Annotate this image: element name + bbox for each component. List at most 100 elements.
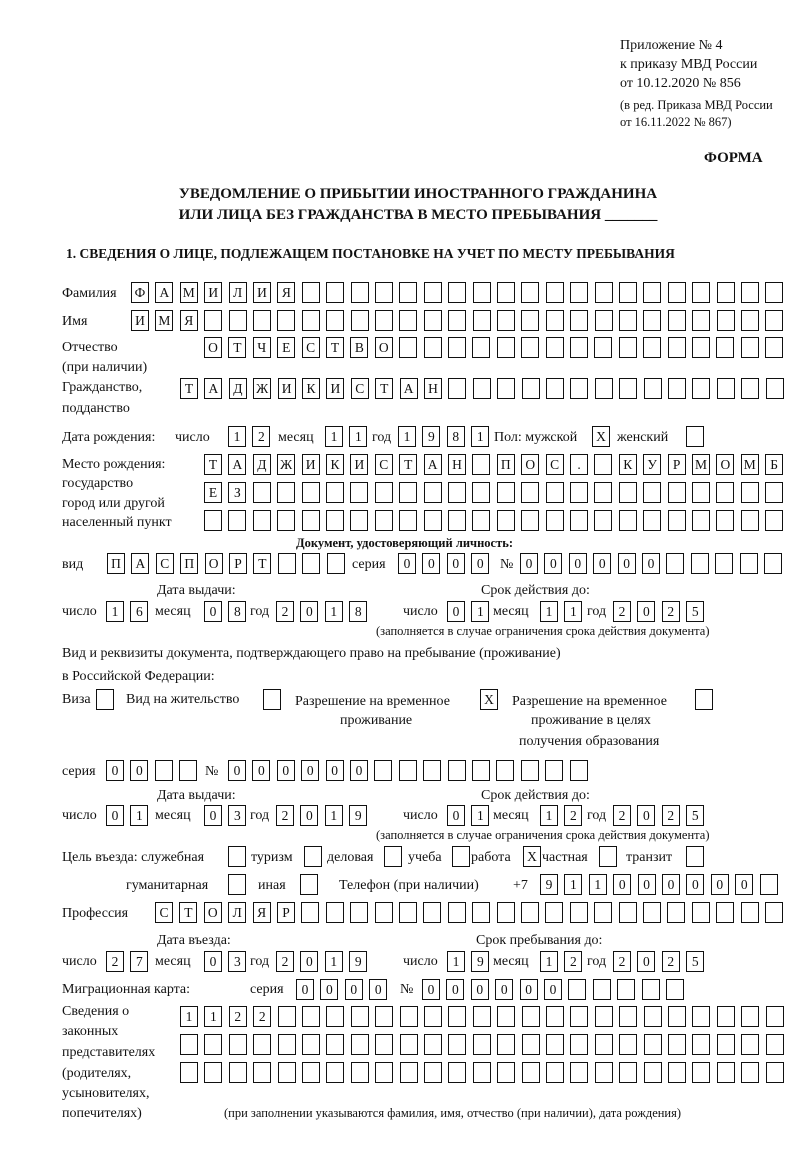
pob-row2-cell[interactable] xyxy=(545,482,564,503)
name-cell[interactable] xyxy=(521,310,540,331)
pob-row1-cell[interactable]: О xyxy=(716,454,735,475)
permit-number-cell[interactable]: 0 xyxy=(301,760,320,781)
reps-row2-cell[interactable] xyxy=(619,1034,638,1055)
reps-row2-cell[interactable] xyxy=(204,1034,223,1055)
mig-number-cell[interactable] xyxy=(666,979,684,1000)
reps-row2-cell[interactable] xyxy=(741,1034,760,1055)
profession-cell[interactable] xyxy=(447,902,466,923)
permit-exp-day-cell[interactable]: 0 xyxy=(447,805,465,826)
reps-row3-cell[interactable] xyxy=(497,1062,516,1083)
citizenship-cell[interactable] xyxy=(643,378,662,399)
doc-number-cell[interactable]: 0 xyxy=(544,553,563,574)
pob-row3-cell[interactable] xyxy=(252,510,271,531)
citizenship-cell[interactable]: А xyxy=(204,378,223,399)
reps-row1-cell[interactable] xyxy=(692,1006,711,1027)
pob-row1-cell[interactable]: С xyxy=(374,454,393,475)
stay-year-cell[interactable]: 2 xyxy=(613,951,631,972)
pob-row1-cell[interactable]: Т xyxy=(204,454,222,475)
pob-row1-cell[interactable]: . xyxy=(570,454,588,475)
reps-row3-cell[interactable] xyxy=(643,1062,662,1083)
dob-year-cell[interactable]: 8 xyxy=(446,426,465,447)
surname-cell[interactable]: Я xyxy=(277,282,296,303)
pob-row1-cell[interactable]: О xyxy=(521,454,540,475)
permit-exp-year-cell[interactable]: 2 xyxy=(661,805,680,826)
stay-year-cell[interactable]: 0 xyxy=(637,951,656,972)
doc-issue-year-cell[interactable]: 1 xyxy=(324,601,343,622)
reps-row3-cell[interactable] xyxy=(472,1062,491,1083)
stay-month-cell[interactable]: 1 xyxy=(540,951,558,972)
permit-number-cell[interactable]: 0 xyxy=(276,760,295,781)
reps-row3-cell[interactable] xyxy=(619,1062,638,1083)
pob-row1-cell[interactable]: Р xyxy=(667,454,686,475)
pob-row2-cell[interactable] xyxy=(301,482,320,503)
reps-row3-cell[interactable] xyxy=(716,1062,735,1083)
pob-row3-cell[interactable] xyxy=(301,510,320,531)
reps-row3-cell[interactable] xyxy=(570,1062,589,1083)
mig-number-cell[interactable]: 0 xyxy=(519,979,538,1000)
reps-row2-cell[interactable] xyxy=(643,1034,662,1055)
doc-number-cell[interactable] xyxy=(764,553,782,574)
citizenship-cell[interactable]: Ж xyxy=(253,378,272,399)
permit-issue-year-cell[interactable]: 1 xyxy=(324,805,343,826)
mig-number-cell[interactable]: 0 xyxy=(446,979,465,1000)
reps-row1-cell[interactable] xyxy=(619,1006,638,1027)
pob-row1-cell[interactable]: М xyxy=(692,454,710,475)
permit-number-cell[interactable] xyxy=(496,760,515,781)
phone-cell[interactable]: 0 xyxy=(613,874,632,895)
patronymic-cell[interactable] xyxy=(423,337,442,358)
pob-row2-cell[interactable] xyxy=(423,482,442,503)
pob-row2-cell[interactable] xyxy=(594,482,613,503)
citizenship-cell[interactable]: Т xyxy=(375,378,394,399)
entry-year-cell[interactable]: 9 xyxy=(349,951,368,972)
reps-row1-cell[interactable]: 2 xyxy=(228,1006,247,1027)
pob-row2-cell[interactable]: З xyxy=(228,482,247,503)
citizenship-cell[interactable]: Н xyxy=(424,378,442,399)
citizenship-cell[interactable]: И xyxy=(326,378,345,399)
surname-cell[interactable] xyxy=(570,282,589,303)
pob-row3-cell[interactable] xyxy=(618,510,637,531)
citizenship-cell[interactable] xyxy=(668,378,686,399)
entry-month-cell[interactable]: 0 xyxy=(204,951,222,972)
doc-exp-year-cell[interactable]: 2 xyxy=(613,601,631,622)
permit-number-cell[interactable] xyxy=(398,760,417,781)
permit-series-cell[interactable] xyxy=(154,760,173,781)
citizenship-cell[interactable]: Т xyxy=(180,378,198,399)
permit-issue-year-cell[interactable]: 9 xyxy=(349,805,368,826)
phone-cell[interactable]: 9 xyxy=(540,874,558,895)
profession-cell[interactable] xyxy=(594,902,613,923)
sex-female-cell[interactable] xyxy=(686,426,704,447)
reps-row2-cell[interactable] xyxy=(302,1034,320,1055)
pob-row3-cell[interactable] xyxy=(765,510,784,531)
reps-row2-cell[interactable] xyxy=(716,1034,735,1055)
surname-cell[interactable] xyxy=(399,282,418,303)
reps-row3-cell[interactable] xyxy=(594,1062,613,1083)
patronymic-cell[interactable]: Е xyxy=(277,337,296,358)
permit-number-cell[interactable] xyxy=(447,760,466,781)
permit-rvp-edu-cell[interactable] xyxy=(695,689,713,710)
patronymic-cell[interactable] xyxy=(594,337,613,358)
profession-cell[interactable] xyxy=(618,902,637,923)
reps-row3-cell[interactable] xyxy=(204,1062,223,1083)
citizenship-cell[interactable] xyxy=(716,378,735,399)
doc-number-cell[interactable] xyxy=(739,553,758,574)
doc-exp-month-cell[interactable]: 1 xyxy=(540,601,558,622)
patronymic-cell[interactable] xyxy=(496,337,515,358)
reps-row1-cell[interactable]: 2 xyxy=(253,1006,272,1027)
citizenship-cell[interactable] xyxy=(497,378,516,399)
profession-cell[interactable]: О xyxy=(203,902,222,923)
surname-cell[interactable] xyxy=(765,282,784,303)
permit-rvp-cell[interactable]: X xyxy=(480,689,498,710)
pob-row1-cell[interactable]: С xyxy=(545,454,564,475)
surname-cell[interactable]: А xyxy=(155,282,174,303)
profession-cell[interactable] xyxy=(399,902,417,923)
permit-number-cell[interactable]: 0 xyxy=(252,760,271,781)
mig-series-cell[interactable]: 0 xyxy=(344,979,363,1000)
patronymic-cell[interactable] xyxy=(399,337,418,358)
dob-year-cell[interactable]: 1 xyxy=(471,426,490,447)
reps-row1-cell[interactable] xyxy=(716,1006,735,1027)
permit-exp-month-cell[interactable]: 2 xyxy=(564,805,583,826)
patronymic-cell[interactable]: В xyxy=(350,337,369,358)
mig-series-cell[interactable]: 0 xyxy=(296,979,314,1000)
pob-row1-cell[interactable]: У xyxy=(643,454,662,475)
reps-row3-cell[interactable] xyxy=(302,1062,320,1083)
